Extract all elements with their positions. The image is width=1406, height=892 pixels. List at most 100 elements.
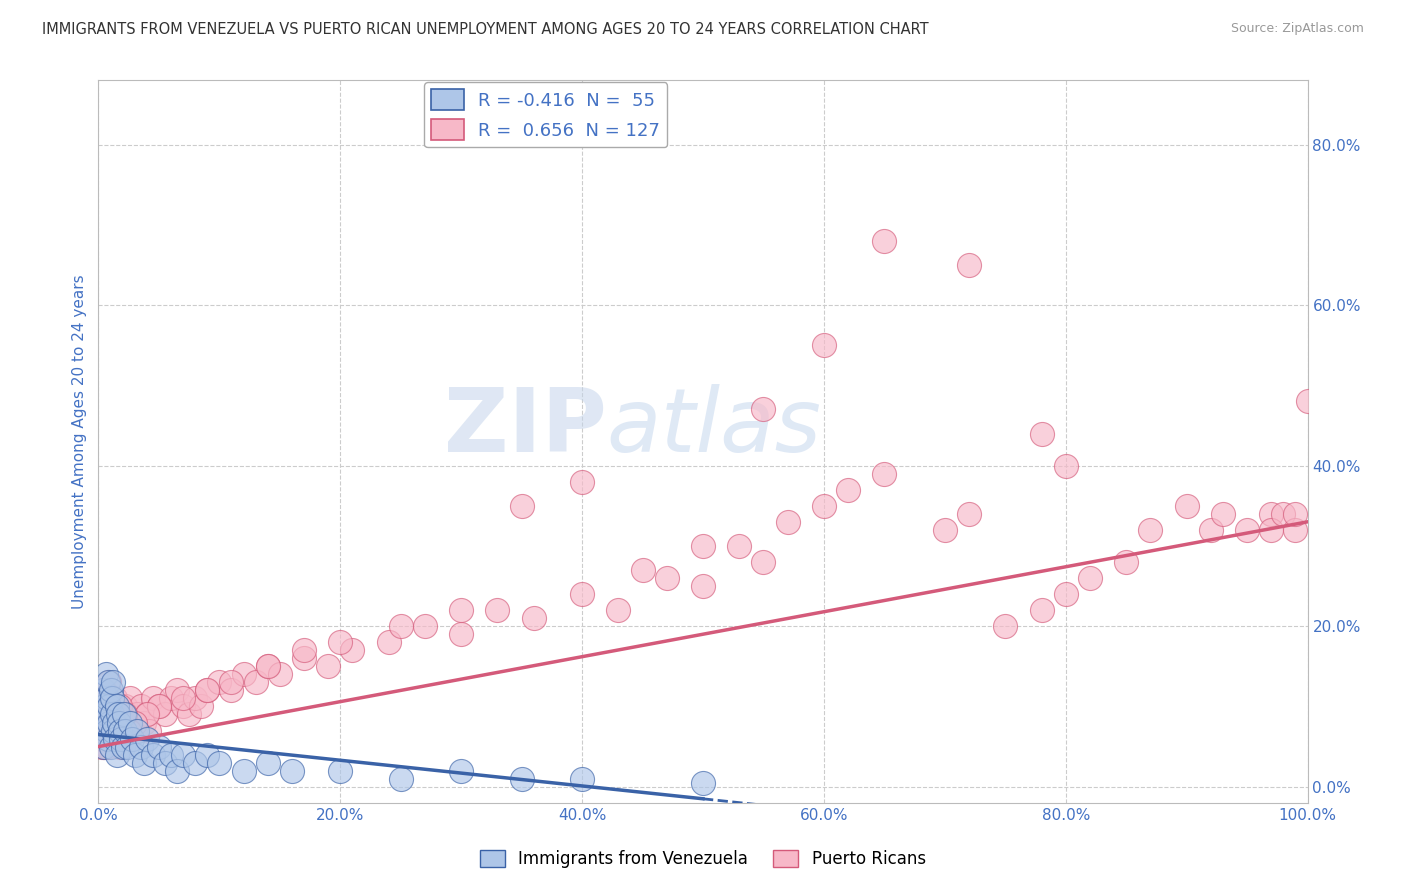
Point [607, 603, 630, 617]
Point [1296, 394, 1319, 409]
Point [195, 683, 218, 698]
Point [91, 715, 114, 730]
Point [571, 475, 593, 489]
Point [1078, 571, 1101, 585]
Point [91, 723, 114, 738]
Point [104, 731, 127, 746]
Point [103, 715, 125, 730]
Point [221, 675, 243, 690]
Point [221, 683, 243, 698]
Point [118, 691, 141, 706]
Point [101, 723, 124, 738]
Point [97, 675, 120, 690]
Point [104, 699, 127, 714]
Point [96, 691, 118, 706]
Point [124, 715, 146, 730]
Point [776, 515, 799, 529]
Point [100, 691, 122, 706]
Point [631, 563, 654, 577]
Point [93, 739, 115, 754]
Point [94, 707, 117, 722]
Point [96, 739, 118, 754]
Point [118, 715, 141, 730]
Point [107, 707, 129, 722]
Point [873, 234, 896, 248]
Point [127, 723, 149, 738]
Point [450, 603, 472, 617]
Point [450, 764, 472, 778]
Point [1236, 523, 1258, 537]
Point [1284, 523, 1306, 537]
Point [93, 739, 115, 754]
Point [1212, 507, 1234, 521]
Point [101, 715, 124, 730]
Text: atlas: atlas [606, 384, 821, 470]
Point [91, 683, 114, 698]
Point [134, 715, 156, 730]
Point [166, 683, 188, 698]
Point [184, 691, 207, 706]
Point [110, 731, 132, 746]
Point [105, 715, 128, 730]
Point [148, 699, 170, 714]
Point [1284, 507, 1306, 521]
Point [166, 764, 188, 778]
Point [172, 691, 194, 706]
Point [138, 723, 160, 738]
Point [105, 699, 128, 714]
Point [256, 659, 278, 673]
Point [96, 723, 118, 738]
Point [94, 723, 117, 738]
Point [1175, 499, 1198, 513]
Point [232, 764, 254, 778]
Point [103, 723, 125, 738]
Point [837, 483, 859, 497]
Point [98, 699, 121, 714]
Point [692, 776, 714, 790]
Point [184, 756, 207, 770]
Point [1054, 458, 1077, 473]
Point [129, 739, 152, 754]
Point [342, 643, 364, 657]
Point [523, 611, 546, 625]
Point [957, 507, 980, 521]
Point [256, 659, 278, 673]
Point [100, 739, 122, 754]
Legend: Immigrants from Venezuela, Puerto Ricans: Immigrants from Venezuela, Puerto Ricans [474, 843, 932, 875]
Point [101, 715, 124, 730]
Point [510, 499, 533, 513]
Point [91, 683, 114, 698]
Point [121, 715, 143, 730]
Point [692, 579, 714, 593]
Point [190, 699, 212, 714]
Point [93, 683, 115, 698]
Point [752, 555, 775, 569]
Point [114, 723, 136, 738]
Point [97, 731, 120, 746]
Point [97, 715, 120, 730]
Point [377, 635, 399, 649]
Point [100, 723, 122, 738]
Point [148, 739, 170, 754]
Point [111, 715, 134, 730]
Point [195, 747, 218, 762]
Point [571, 772, 593, 786]
Point [91, 739, 114, 754]
Point [108, 723, 131, 738]
Point [160, 691, 183, 706]
Point [96, 723, 118, 738]
Point [934, 523, 956, 537]
Y-axis label: Unemployment Among Ages 20 to 24 years: Unemployment Among Ages 20 to 24 years [72, 274, 87, 609]
Point [105, 699, 128, 714]
Point [179, 707, 201, 722]
Point [121, 731, 143, 746]
Point [117, 739, 139, 754]
Point [124, 723, 146, 738]
Point [94, 707, 117, 722]
Point [316, 659, 339, 673]
Point [1139, 523, 1161, 537]
Point [101, 675, 124, 690]
Point [114, 699, 136, 714]
Point [142, 747, 165, 762]
Point [571, 587, 593, 601]
